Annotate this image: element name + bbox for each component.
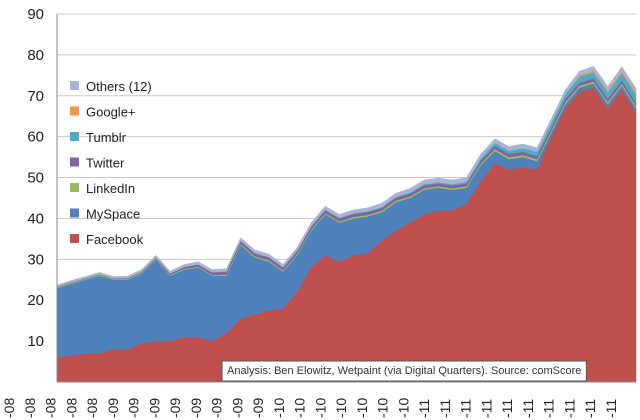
y-tick-label: 80 <box>27 47 44 64</box>
area-series <box>56 66 637 383</box>
x-tick-label: -10 <box>292 398 308 418</box>
x-tick-label: -11 <box>561 399 577 418</box>
x-tick-label: -09 <box>146 398 162 418</box>
x-tick-label: -10 <box>354 398 370 418</box>
area-others-12 <box>56 66 637 287</box>
legend-swatch <box>70 183 79 192</box>
y-tick-label: 40 <box>27 210 44 227</box>
legend-swatch <box>70 132 79 141</box>
x-tick-label: -10 <box>271 398 287 418</box>
x-tick-label: -08 <box>84 398 100 418</box>
legend-swatch <box>70 106 79 116</box>
x-tick-label: -10 <box>375 398 391 418</box>
x-tick-label: -11 <box>416 399 432 418</box>
legend-label: LinkedIn <box>86 181 135 196</box>
x-tick-label: -10 <box>333 398 349 418</box>
source-annotation-box <box>221 360 587 382</box>
x-tick-label: -11 <box>520 399 536 418</box>
x-tick-label: -10 <box>395 398 411 418</box>
legend-label: Others (12) <box>86 79 152 94</box>
x-tick-label: -08 <box>43 398 59 418</box>
x-tick-label: -09 <box>105 398 121 418</box>
x-tick-label: -10 <box>312 398 328 418</box>
y-tick-label: 50 <box>27 170 44 187</box>
x-tick-label: -09 <box>229 398 245 418</box>
y-tick-label: 70 <box>27 88 44 105</box>
legend-swatch <box>70 208 79 218</box>
y-axis: 10 20 30 40 50 60 70 80 90 <box>27 6 58 382</box>
source-annotation: Analysis: Ben Elowitz, Wetpaint (via Dig… <box>221 360 587 382</box>
x-axis: -08 -08 -08 -08 -08 -09 -09 -09 -09 -09 -09 -09 -09-… <box>1 381 636 418</box>
legend-label: Google+ <box>86 105 136 120</box>
legend-label: Tumblr <box>86 130 127 145</box>
x-tick-label: -09 <box>126 398 142 418</box>
y-tick-label: 30 <box>27 251 44 268</box>
y-tick-label: 20 <box>27 292 44 309</box>
y-tick-label: 60 <box>27 129 44 146</box>
x-tick-label: -11 <box>541 399 557 418</box>
y-tick-label: 10 <box>27 333 44 350</box>
x-tick-label: -11 <box>499 399 515 418</box>
x-tick-label: -08 <box>22 398 38 418</box>
x-tick-label: -08 <box>63 398 79 418</box>
y-tick-label: 90 <box>27 6 44 23</box>
x-tick-label: -11 <box>582 399 598 418</box>
legend-label: Twitter <box>86 156 125 171</box>
x-tick-label: -09 <box>167 398 183 418</box>
x-tick-label: -11 <box>458 399 474 418</box>
x-tick-label: -08 <box>1 398 17 418</box>
legend-label: MySpace <box>86 207 140 222</box>
x-tick-label: -09 <box>250 398 266 418</box>
legend-swatch <box>70 81 79 90</box>
legend: Others (12) Google+ Tumblr Twitter LinkedIn M… <box>70 79 152 247</box>
legend-swatch <box>70 234 79 243</box>
x-tick-label: -11 <box>478 399 494 418</box>
legend-label: Facebook <box>86 232 144 247</box>
x-tick-label: -11 <box>603 399 619 418</box>
x-tick-label: -09 <box>188 398 204 418</box>
source-annotation-text: Analysis: Ben Elowitz, Wetpaint (via Dig… <box>227 365 581 377</box>
x-tick-label: -11 <box>437 399 453 418</box>
x-tick-label: -09 <box>209 398 225 418</box>
legend-swatch <box>70 157 79 167</box>
